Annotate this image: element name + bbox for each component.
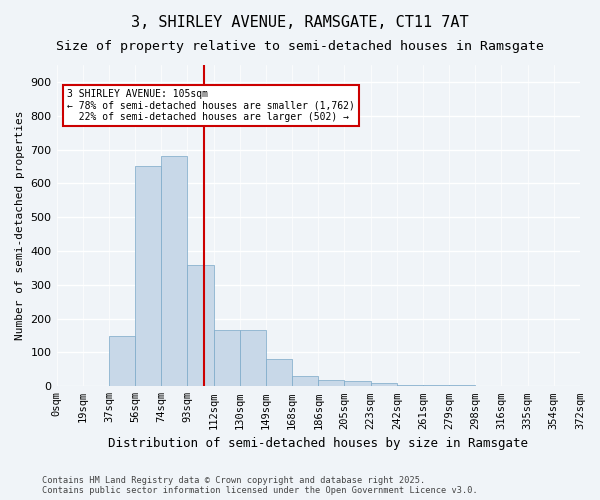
- Bar: [371, 383, 397, 386]
- Text: Size of property relative to semi-detached houses in Ramsgate: Size of property relative to semi-detach…: [56, 40, 544, 53]
- Bar: [135, 166, 161, 386]
- X-axis label: Distribution of semi-detached houses by size in Ramsgate: Distribution of semi-detached houses by …: [108, 437, 528, 450]
- Bar: [292, 376, 318, 386]
- Text: 3 SHIRLEY AVENUE: 105sqm
← 78% of semi-detached houses are smaller (1,762)
  22%: 3 SHIRLEY AVENUE: 105sqm ← 78% of semi-d…: [67, 88, 355, 122]
- Y-axis label: Number of semi-detached properties: Number of semi-detached properties: [15, 111, 25, 340]
- Bar: [161, 156, 187, 386]
- Bar: [423, 384, 449, 386]
- Bar: [318, 380, 344, 386]
- Bar: [266, 359, 292, 386]
- Bar: [397, 384, 423, 386]
- Bar: [344, 381, 371, 386]
- Bar: [214, 330, 240, 386]
- Text: 3, SHIRLEY AVENUE, RAMSGATE, CT11 7AT: 3, SHIRLEY AVENUE, RAMSGATE, CT11 7AT: [131, 15, 469, 30]
- Bar: [187, 264, 214, 386]
- Text: Contains HM Land Registry data © Crown copyright and database right 2025.
Contai: Contains HM Land Registry data © Crown c…: [42, 476, 478, 495]
- Bar: [240, 330, 266, 386]
- Bar: [109, 336, 135, 386]
